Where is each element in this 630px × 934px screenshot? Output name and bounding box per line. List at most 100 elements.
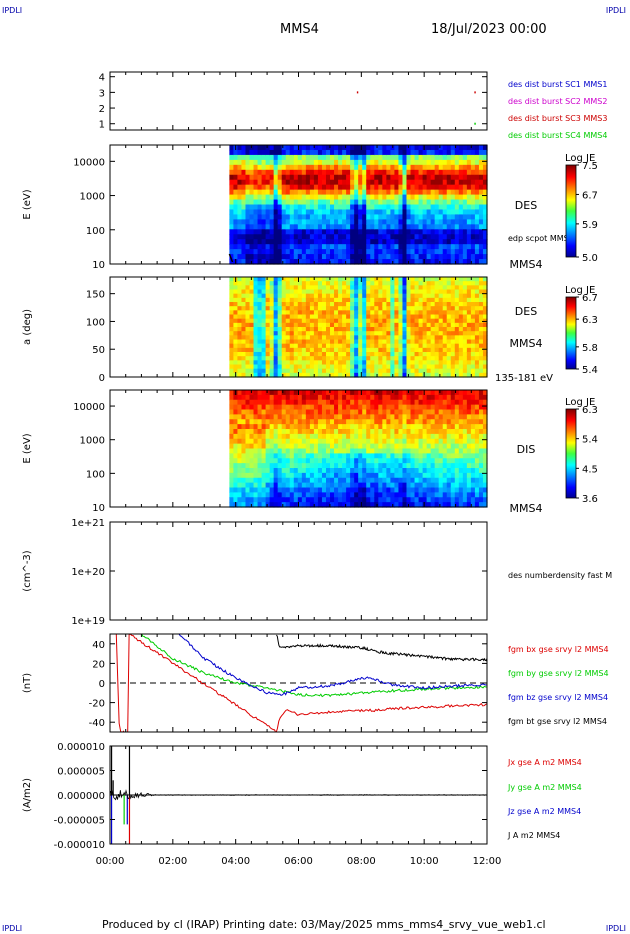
heatmap-cell	[229, 468, 235, 474]
heatmap-cell	[466, 468, 472, 474]
heatmap-cell	[482, 482, 488, 489]
heatmap-cell	[261, 390, 267, 396]
heatmap-cell	[406, 468, 412, 474]
heatmap-cell	[470, 302, 476, 307]
heatmap-cell	[342, 409, 347, 415]
heatmap-cell	[378, 453, 383, 459]
heatmap-cell	[237, 145, 243, 151]
heatmap-cell	[293, 482, 299, 489]
heatmap-cell	[394, 372, 400, 378]
heatmap-cell	[378, 356, 383, 361]
heatmap-cell	[305, 154, 311, 161]
heatmap-cell	[285, 409, 291, 415]
heatmap-cell	[325, 409, 331, 415]
heatmap-cell	[285, 356, 291, 361]
heatmap-cell	[241, 414, 247, 420]
heatmap-cell	[382, 259, 387, 265]
heatmap-cell	[398, 458, 404, 464]
heatmap-cell	[354, 360, 359, 366]
heatmap-cell	[305, 497, 311, 503]
heatmap-cell	[366, 433, 371, 440]
heatmap-cell	[426, 302, 432, 307]
heatmap-cell	[253, 448, 259, 454]
heatmap-cell	[418, 368, 424, 374]
heatmap-cell	[466, 487, 472, 493]
heatmap-cell	[370, 487, 375, 493]
heatmap-cell	[366, 399, 371, 406]
heatmap-cell	[446, 189, 452, 196]
heatmap-cell	[366, 404, 371, 411]
heatmap-cell	[478, 234, 484, 240]
heatmap-cell	[305, 189, 311, 196]
heatmap-cell	[446, 204, 452, 211]
heatmap-cell	[257, 404, 263, 411]
heatmap-cell	[366, 497, 371, 503]
heatmap-cell	[330, 302, 335, 307]
heatmap-cell	[362, 331, 367, 336]
heatmap-cell	[350, 458, 355, 464]
heatmap-cell	[478, 343, 484, 349]
heatmap-cell	[342, 249, 347, 255]
heatmap-cell	[309, 285, 315, 291]
heatmap-cell	[386, 492, 391, 498]
heatmap-cell	[402, 438, 408, 445]
heatmap-cell	[249, 443, 255, 450]
heatmap-cell	[394, 179, 400, 186]
heatmap-cell	[370, 468, 375, 474]
heatmap-cell	[370, 390, 375, 396]
heatmap-cell	[330, 169, 335, 176]
heatmap-cell	[414, 229, 420, 235]
heatmap-cell	[253, 347, 259, 353]
heatmap-cell	[281, 327, 287, 332]
heatmap-cell	[398, 199, 404, 206]
heatmap-cell	[410, 372, 416, 378]
heatmap-cell	[330, 293, 335, 299]
heatmap-cell	[390, 179, 396, 186]
heatmap-cell	[257, 347, 263, 353]
heatmap-cell	[410, 448, 416, 454]
heatmap-cell	[422, 414, 428, 420]
heatmap-cell	[330, 497, 335, 503]
heatmap-cell	[450, 239, 456, 245]
heatmap-cell	[237, 277, 243, 282]
heatmap-cell	[245, 249, 251, 255]
heatmap-cell	[362, 433, 367, 440]
heatmap-cell	[229, 249, 235, 255]
heatmap-cell	[249, 438, 255, 445]
heatmap-cell	[265, 433, 271, 440]
heatmap-cell	[277, 219, 283, 225]
heatmap-cell	[482, 199, 488, 206]
heatmap-cell	[394, 318, 400, 324]
heatmap-cell	[233, 352, 239, 357]
heatmap-cell	[474, 419, 480, 425]
heatmap-cell	[454, 306, 460, 311]
heatmap-cell	[438, 322, 444, 328]
heatmap-cell	[482, 364, 488, 370]
heatmap-cell	[253, 164, 259, 171]
heatmap-cell	[358, 463, 363, 469]
heatmap-cell	[454, 364, 460, 370]
heatmap-cell	[398, 277, 404, 282]
heatmap-cell	[382, 149, 387, 156]
heatmap-cell	[277, 285, 283, 291]
heatmap-cell	[366, 453, 371, 459]
heatmap-cell	[229, 364, 235, 370]
heatmap-cell	[334, 463, 339, 469]
heatmap-cell	[330, 399, 335, 406]
heatmap-cell	[454, 154, 460, 161]
heatmap-cell	[358, 169, 363, 176]
heatmap-cell	[257, 306, 263, 311]
heatmap-cell	[261, 293, 267, 299]
heatmap-cell	[358, 414, 363, 420]
heatmap-cell	[305, 394, 311, 401]
heatmap-cell	[362, 477, 367, 484]
heatmap-cell	[438, 281, 444, 286]
heatmap-cell	[265, 259, 271, 265]
heatmap-cell	[434, 394, 440, 401]
heatmap-cell	[301, 214, 307, 220]
heatmap-cell	[289, 502, 295, 508]
heatmap-cell	[470, 174, 476, 181]
heatmap-cell	[478, 463, 484, 469]
heatmap-cell	[482, 497, 488, 503]
heatmap-cell	[317, 145, 323, 151]
